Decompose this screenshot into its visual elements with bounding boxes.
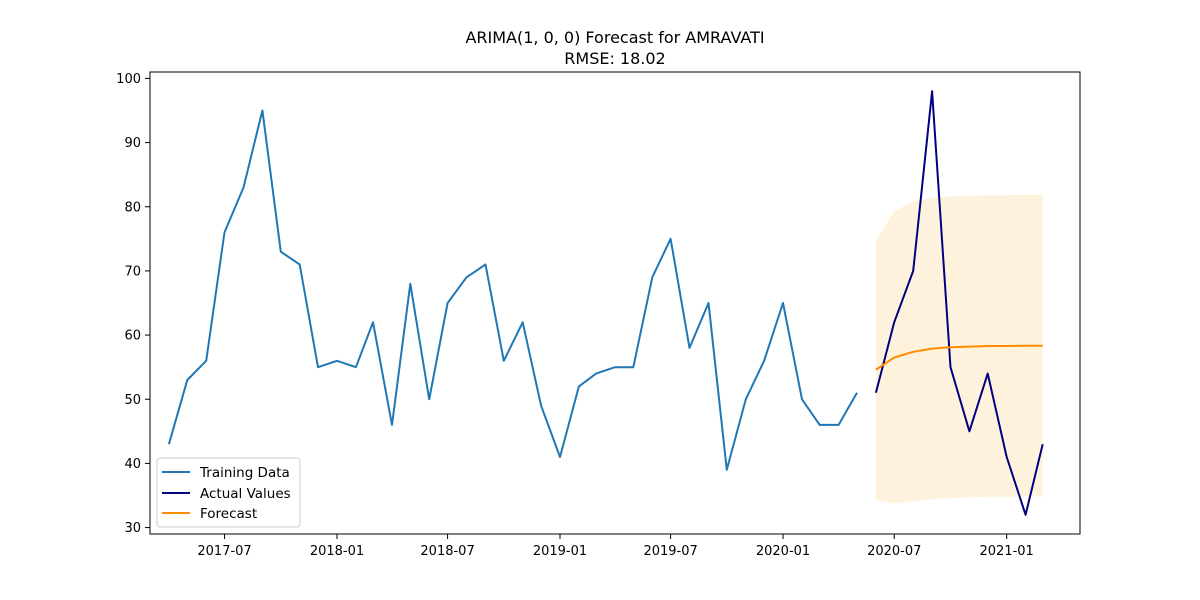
legend-label-training: Training Data xyxy=(199,465,290,481)
chart-title: ARIMA(1, 0, 0) Forecast for AMRAVATI xyxy=(465,28,764,47)
y-tick-label: 80 xyxy=(124,200,141,215)
y-tick-label: 50 xyxy=(124,393,141,408)
x-tick-label: 2021-01 xyxy=(980,544,1034,559)
x-tick-label: 2018-01 xyxy=(310,544,364,559)
legend-label-forecast: Forecast xyxy=(200,506,257,522)
x-tick-label: 2017-07 xyxy=(197,544,251,559)
y-axis: 30 40 50 60 70 80 90 100 xyxy=(116,72,150,536)
y-tick-label: 40 xyxy=(124,457,141,472)
y-tick-label: 100 xyxy=(116,72,141,87)
x-tick-label: 2019-01 xyxy=(533,544,587,559)
y-tick-label: 90 xyxy=(124,136,141,151)
confidence-interval-layer xyxy=(875,194,1043,504)
forecast-confidence-band xyxy=(875,194,1043,504)
plot-area-frame xyxy=(149,71,1081,535)
y-tick-label: 70 xyxy=(124,264,141,279)
chart-subtitle: RMSE: 18.02 xyxy=(564,49,665,68)
x-tick-label: 2018-07 xyxy=(420,544,474,559)
legend: Training Data Actual Values Forecast xyxy=(156,457,301,528)
x-tick-label: 2020-01 xyxy=(756,544,810,559)
x-axis: 2017-07 2018-01 2018-07 2019-01 2019-07 2020-… xyxy=(197,534,1034,559)
legend-frame xyxy=(156,457,301,528)
series-layer xyxy=(167,90,1044,516)
y-tick-label: 60 xyxy=(124,329,141,344)
x-tick-label: 2019-07 xyxy=(643,544,697,559)
legend-label-actual: Actual Values xyxy=(200,486,291,502)
series-line-forecast xyxy=(875,344,1043,371)
y-tick-label: 30 xyxy=(124,521,141,536)
x-tick-label: 2020-07 xyxy=(867,544,921,559)
series-line-actual-values xyxy=(874,90,1044,516)
series-line-training-data xyxy=(167,109,858,471)
